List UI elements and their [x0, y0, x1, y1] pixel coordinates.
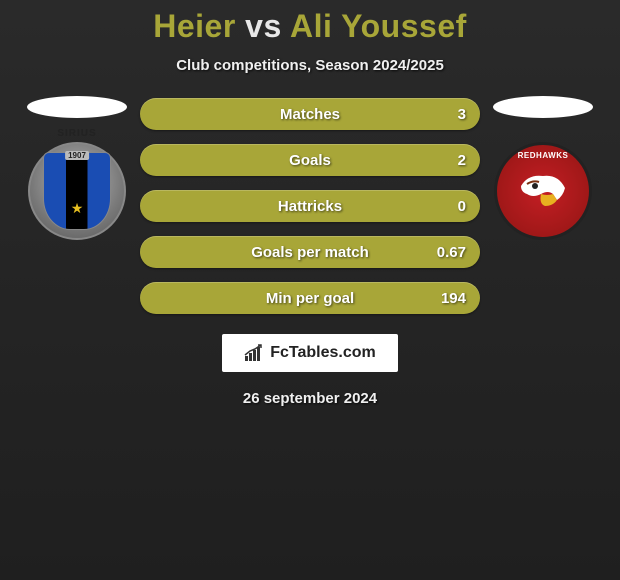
subtitle: Club competitions, Season 2024/2025 [0, 57, 620, 74]
footer: FcTables.com 26 september 2024 [0, 334, 620, 407]
stat-bar-goals-per-match: Goals per match 0.67 [140, 236, 480, 268]
sirius-year: 1907 [65, 151, 89, 160]
left-club-column: SIRIUS 1907 ★ [22, 96, 132, 240]
stat-value: 194 [441, 290, 466, 307]
stat-bar-goals: Goals 2 [140, 144, 480, 176]
stat-label: Hattricks [278, 198, 342, 215]
right-oval-shadow [493, 96, 593, 118]
left-oval-shadow [27, 96, 127, 118]
stat-bars: Matches 3 Goals 2 Hattricks 0 Goals per … [140, 96, 480, 314]
brand-link[interactable]: FcTables.com [222, 334, 398, 372]
redhawks-club-name: REDHAWKS [497, 151, 589, 160]
stat-label: Goals [289, 152, 331, 169]
player1-name: Heier [153, 8, 236, 44]
brand-text: FcTables.com [270, 344, 376, 362]
stat-value: 2 [458, 152, 466, 169]
stat-bar-hattricks: Hattricks 0 [140, 190, 480, 222]
stat-value: 3 [458, 106, 466, 123]
stat-value: 0.67 [437, 244, 466, 261]
chart-icon [244, 344, 264, 362]
stat-bar-min-per-goal: Min per goal 194 [140, 282, 480, 314]
left-club-logo[interactable]: SIRIUS 1907 ★ [28, 142, 126, 240]
date-label: 26 september 2024 [243, 390, 377, 407]
player2-name: Ali Youssef [290, 8, 467, 44]
vs-label: vs [245, 8, 282, 44]
stat-bar-matches: Matches 3 [140, 98, 480, 130]
hawk-icon [513, 166, 573, 216]
stat-label: Matches [280, 106, 340, 123]
sirius-club-name: SIRIUS [30, 128, 124, 139]
page-title: Heier vs Ali Youssef [0, 8, 620, 45]
stat-label: Goals per match [251, 244, 369, 261]
star-icon: ★ [71, 200, 84, 217]
sirius-shield: 1907 ★ [43, 152, 111, 230]
stats-area: SIRIUS 1907 ★ Matches 3 Goals 2 Hattrick… [0, 96, 620, 314]
stat-label: Min per goal [266, 290, 354, 307]
right-club-column: REDHAWKS [488, 96, 598, 240]
right-club-logo[interactable]: REDHAWKS [494, 142, 592, 240]
stat-value: 0 [458, 198, 466, 215]
comparison-widget: Heier vs Ali Youssef Club competitions, … [0, 0, 620, 407]
